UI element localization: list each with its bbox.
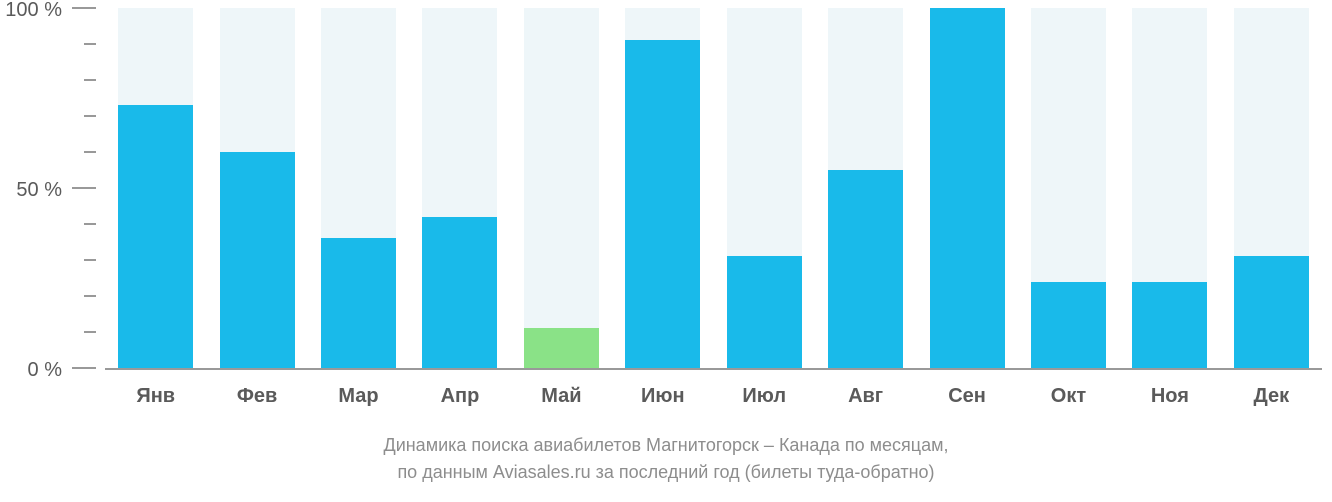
y-axis-label-100: 100 % xyxy=(0,0,62,20)
y-tick-minor xyxy=(84,43,96,45)
caption-line-1: Динамика поиска авиабилетов Магнитогорск… xyxy=(384,435,949,455)
bar-value xyxy=(625,40,700,368)
x-axis-label: Янв xyxy=(105,386,206,406)
x-axis-label: Июл xyxy=(714,386,815,406)
monthly-search-chart: 100 % 50 % 0 % ЯнвФевМарАпрМайИюнИюлАвгС… xyxy=(0,0,1332,502)
bar-value xyxy=(220,152,295,368)
caption-line-2: по данным Aviasales.ru за последний год … xyxy=(397,462,934,482)
y-tick-minor xyxy=(84,79,96,81)
y-tick-minor xyxy=(84,259,96,261)
x-axis-baseline xyxy=(105,368,1322,370)
y-tick-major xyxy=(72,7,96,9)
x-axis-label: Фев xyxy=(206,386,307,406)
y-tick-major xyxy=(72,367,96,369)
bar-background xyxy=(524,8,599,368)
y-tick-minor xyxy=(84,331,96,333)
x-axis-label: Июн xyxy=(612,386,713,406)
x-axis-label: Окт xyxy=(1018,386,1119,406)
bar-value xyxy=(524,328,599,368)
x-axis-label: Ноя xyxy=(1119,386,1220,406)
y-axis-label-50: 50 % xyxy=(0,180,62,200)
bar-value xyxy=(118,105,193,368)
y-axis-label-0: 0 % xyxy=(0,360,62,380)
x-axis-label: Апр xyxy=(409,386,510,406)
y-tick-major xyxy=(72,187,96,189)
bar-value xyxy=(1234,256,1309,368)
x-axis-label: Май xyxy=(511,386,612,406)
y-tick-minor xyxy=(84,151,96,153)
bar-value xyxy=(727,256,802,368)
x-axis-label: Дек xyxy=(1221,386,1322,406)
bar-value xyxy=(321,238,396,368)
y-tick-minor xyxy=(84,115,96,117)
bar-value xyxy=(422,217,497,368)
bar-value xyxy=(1031,282,1106,368)
x-axis-label: Мар xyxy=(308,386,409,406)
chart-caption: Динамика поиска авиабилетов Магнитогорск… xyxy=(0,432,1332,486)
y-tick-minor xyxy=(84,295,96,297)
x-axis-label: Сен xyxy=(916,386,1017,406)
y-tick-minor xyxy=(84,223,96,225)
x-axis-label: Авг xyxy=(815,386,916,406)
bar-value xyxy=(828,170,903,368)
bar-value xyxy=(1132,282,1207,368)
bar-value xyxy=(930,8,1005,368)
